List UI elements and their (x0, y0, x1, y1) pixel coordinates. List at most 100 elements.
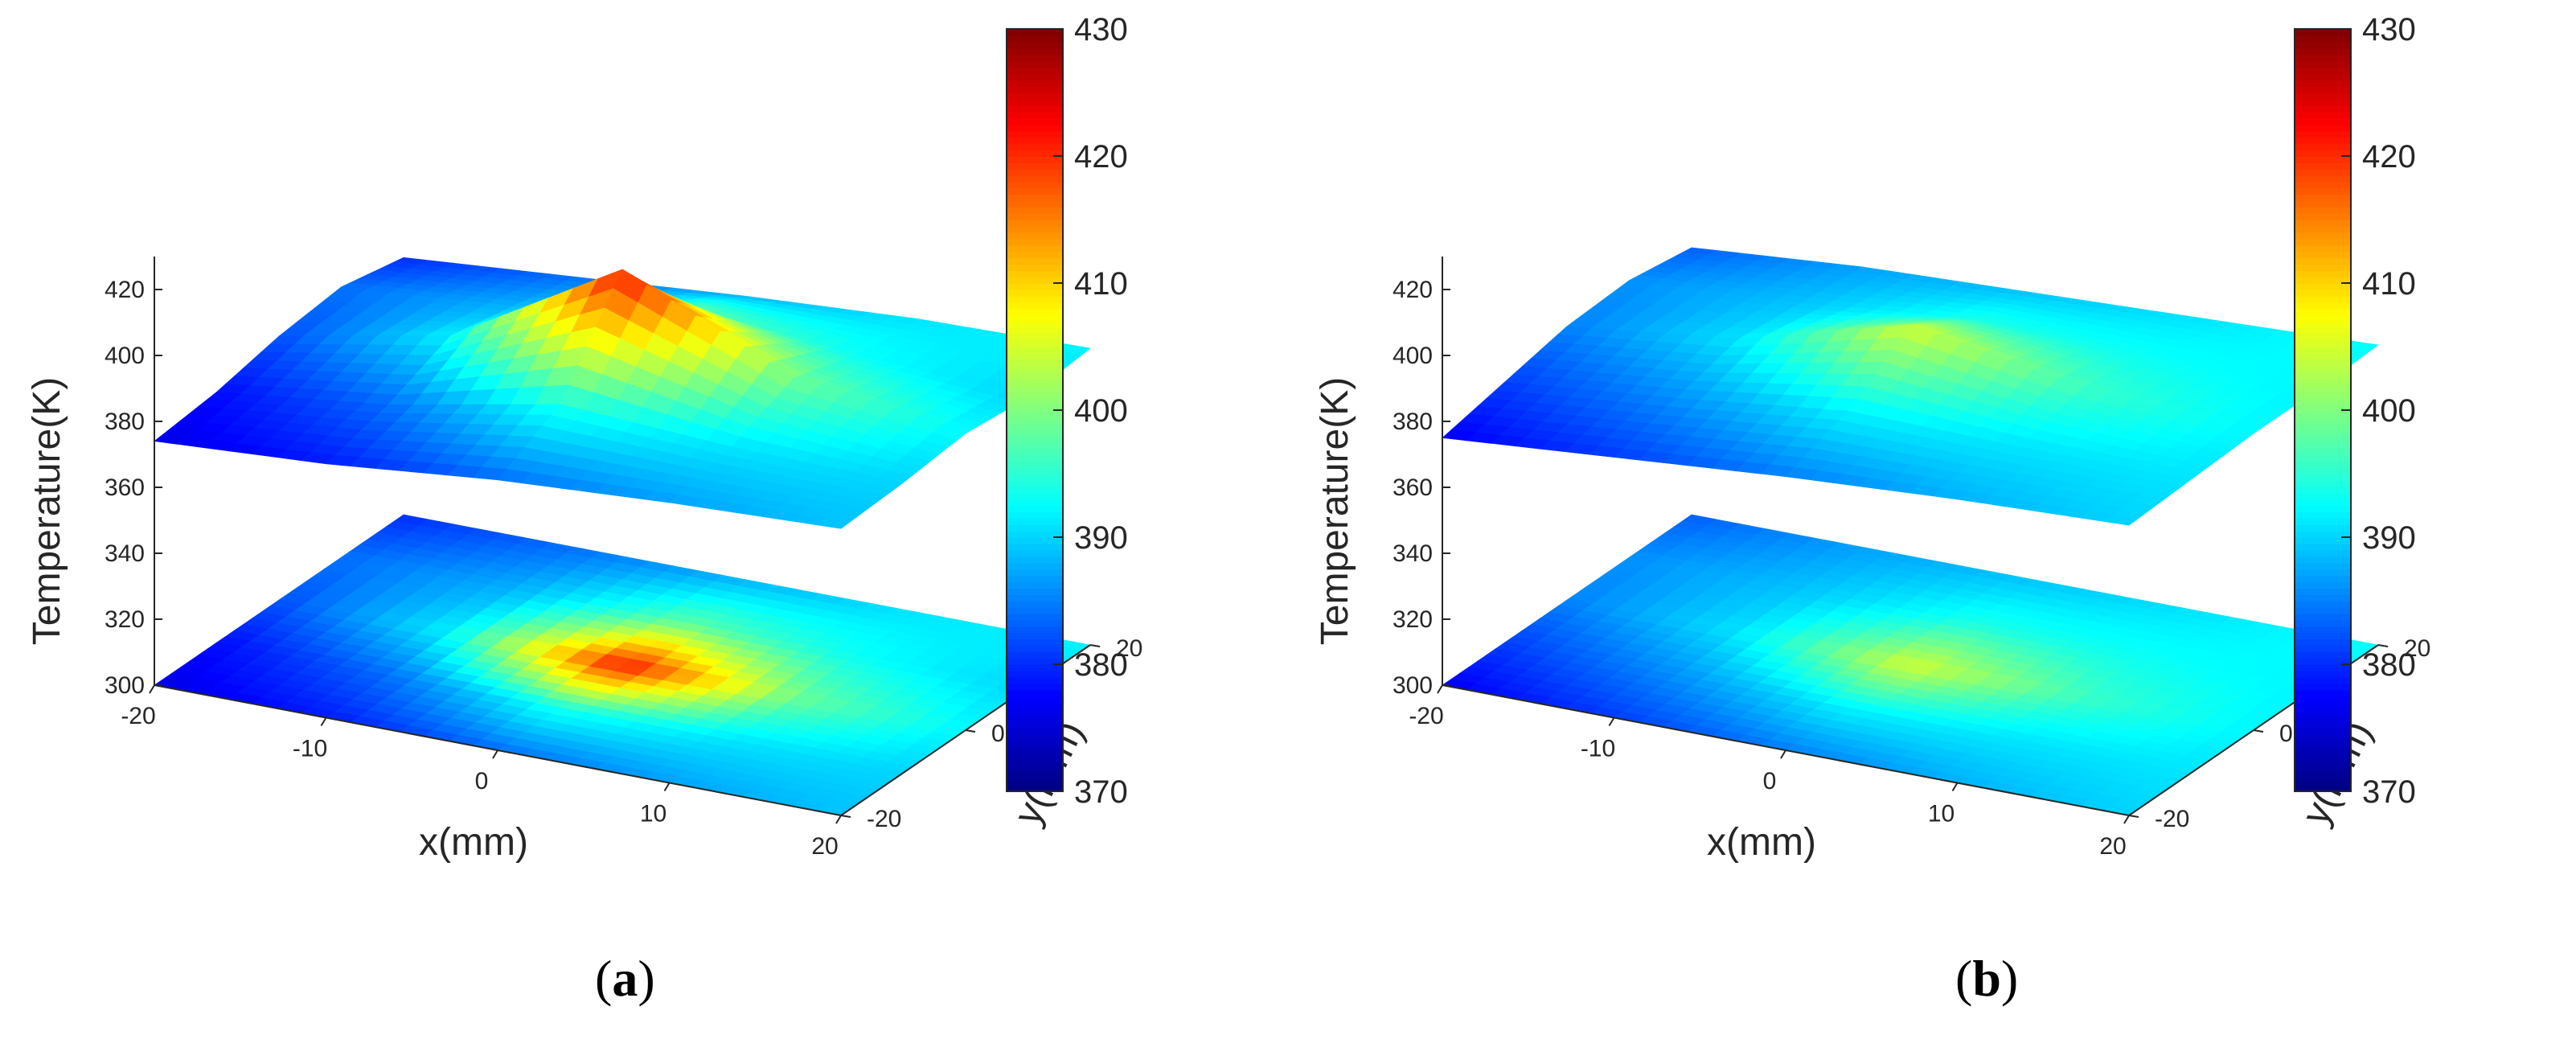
colorbar-band (2295, 54, 2351, 62)
chart-panel-b: 300 320 340 360 380 400 420 Temperature(K) -20 -1… (1288, 0, 2576, 1039)
colorbar-band (2295, 156, 2351, 163)
colorbar-band (1007, 524, 1063, 532)
x-tick (1608, 717, 1615, 727)
colorbar-band (2295, 772, 2351, 779)
chart-svg-a: 300 320 340 360 380 400 420 Temperature(K) -20 -1… (26, 12, 1142, 864)
y-tick-label: 20 (2404, 635, 2430, 662)
colorbar-band (1007, 715, 1063, 722)
colorbar-band (1007, 391, 1063, 398)
colorbar-band (2295, 283, 2351, 290)
temperature-surface (154, 257, 1091, 529)
colorbar-band (1007, 632, 1063, 640)
colorbar-band (1007, 384, 1063, 392)
colorbar-band (1007, 54, 1063, 62)
colorbar-tick-label: 400 (1074, 393, 1128, 429)
z-tick-label: 300 (105, 672, 145, 699)
colorbar-band (2295, 29, 2351, 36)
colorbar-band (2295, 511, 2351, 520)
colorbar-band (1007, 759, 1063, 767)
x-tick-label: 10 (640, 801, 667, 828)
caption-a: (a) (595, 950, 655, 1007)
colorbar-band (1007, 416, 1063, 424)
colorbar-band (1007, 562, 1063, 570)
colorbar-band (2295, 499, 2351, 507)
z-tick-label: 380 (105, 409, 145, 435)
colorbar-band (1007, 708, 1063, 716)
temperature-surface (1442, 247, 2379, 526)
colorbar-band (1007, 181, 1063, 189)
colorbar-band (2295, 321, 2351, 329)
colorbar-band (1007, 422, 1063, 430)
colorbar-band (1007, 289, 1063, 297)
colorbar-band (1007, 404, 1063, 411)
colorbar-band (2295, 708, 2351, 716)
colorbar-band (2295, 289, 2351, 297)
colorbar-band (1007, 98, 1063, 106)
colorbar-band (2295, 696, 2351, 704)
colorbar-band (2295, 785, 2351, 792)
colorbar-band (1007, 594, 1063, 602)
colorbar-band (1007, 244, 1063, 253)
colorbar-band (2295, 543, 2351, 551)
colorbar-band (2295, 244, 2351, 253)
colorbar-band (1007, 746, 1063, 754)
surface-cell (2103, 514, 2139, 526)
colorbar-band (2295, 670, 2351, 678)
x-tick (149, 684, 155, 694)
colorbar-band (1007, 143, 1063, 150)
colorbar-band (1007, 60, 1063, 68)
colorbar-band (2295, 73, 2351, 80)
colorbar: 370 380 390 400 410 420 430 (1006, 12, 1128, 810)
colorbar-band (1007, 225, 1063, 233)
colorbar-band (1007, 334, 1063, 341)
colorbar-band (1007, 168, 1063, 176)
colorbar-band (1007, 785, 1063, 792)
colorbar-band (2295, 435, 2351, 443)
colorbar-band (1007, 86, 1063, 93)
colorbar-band (2295, 429, 2351, 437)
colorbar-tick-label: 370 (1074, 774, 1128, 810)
colorbar-band (2295, 334, 2351, 341)
colorbar-band (2295, 130, 2351, 138)
y-tick-label: 20 (1116, 635, 1142, 662)
colorbar-band (2295, 194, 2351, 202)
chart-svg-b: 300 320 340 360 380 400 420 Temperature(K) -20 -1… (1314, 12, 2430, 864)
colorbar-band (2295, 479, 2351, 487)
colorbar-band (1007, 80, 1063, 87)
colorbar-band (1007, 531, 1063, 538)
colorbar-band (2295, 124, 2351, 132)
colorbar-tick-label: 390 (2362, 520, 2416, 556)
colorbar-band (1007, 162, 1063, 170)
z-tick-label: 340 (1393, 540, 1433, 567)
colorbar-band (1007, 479, 1063, 487)
x-tick-label: 0 (475, 768, 489, 795)
x-axis-label: x(mm) (419, 821, 528, 864)
colorbar-band (1007, 124, 1063, 132)
colorbar-band (2295, 150, 2351, 157)
colorbar-band (2295, 461, 2351, 468)
x-tick-label: -10 (1581, 736, 1615, 762)
colorbar-band (2295, 740, 2351, 748)
x-tick (1437, 684, 1443, 694)
colorbar-band (2295, 404, 2351, 411)
colorbar-band (2295, 448, 2351, 456)
colorbar-band (2295, 105, 2351, 113)
z-axis-label: Temperature(K) (1314, 377, 1356, 645)
colorbar-band (1007, 454, 1063, 462)
colorbar-band (1007, 689, 1063, 697)
y-tick (2253, 729, 2264, 733)
y-tick (1089, 644, 1101, 647)
colorbar-band (1007, 111, 1063, 119)
colorbar-band (1007, 429, 1063, 437)
colorbar-band (2295, 746, 2351, 754)
colorbar-band (2295, 651, 2351, 659)
x-tick (492, 749, 498, 759)
colorbar-band (2295, 277, 2351, 284)
x-tick-label: -20 (121, 703, 155, 729)
colorbar-band (1007, 549, 1063, 557)
colorbar-band (2295, 187, 2351, 195)
colorbar-band (2295, 753, 2351, 761)
colorbar-band (2295, 626, 2351, 634)
colorbar-band (1007, 435, 1063, 443)
colorbar-band (2295, 683, 2351, 691)
